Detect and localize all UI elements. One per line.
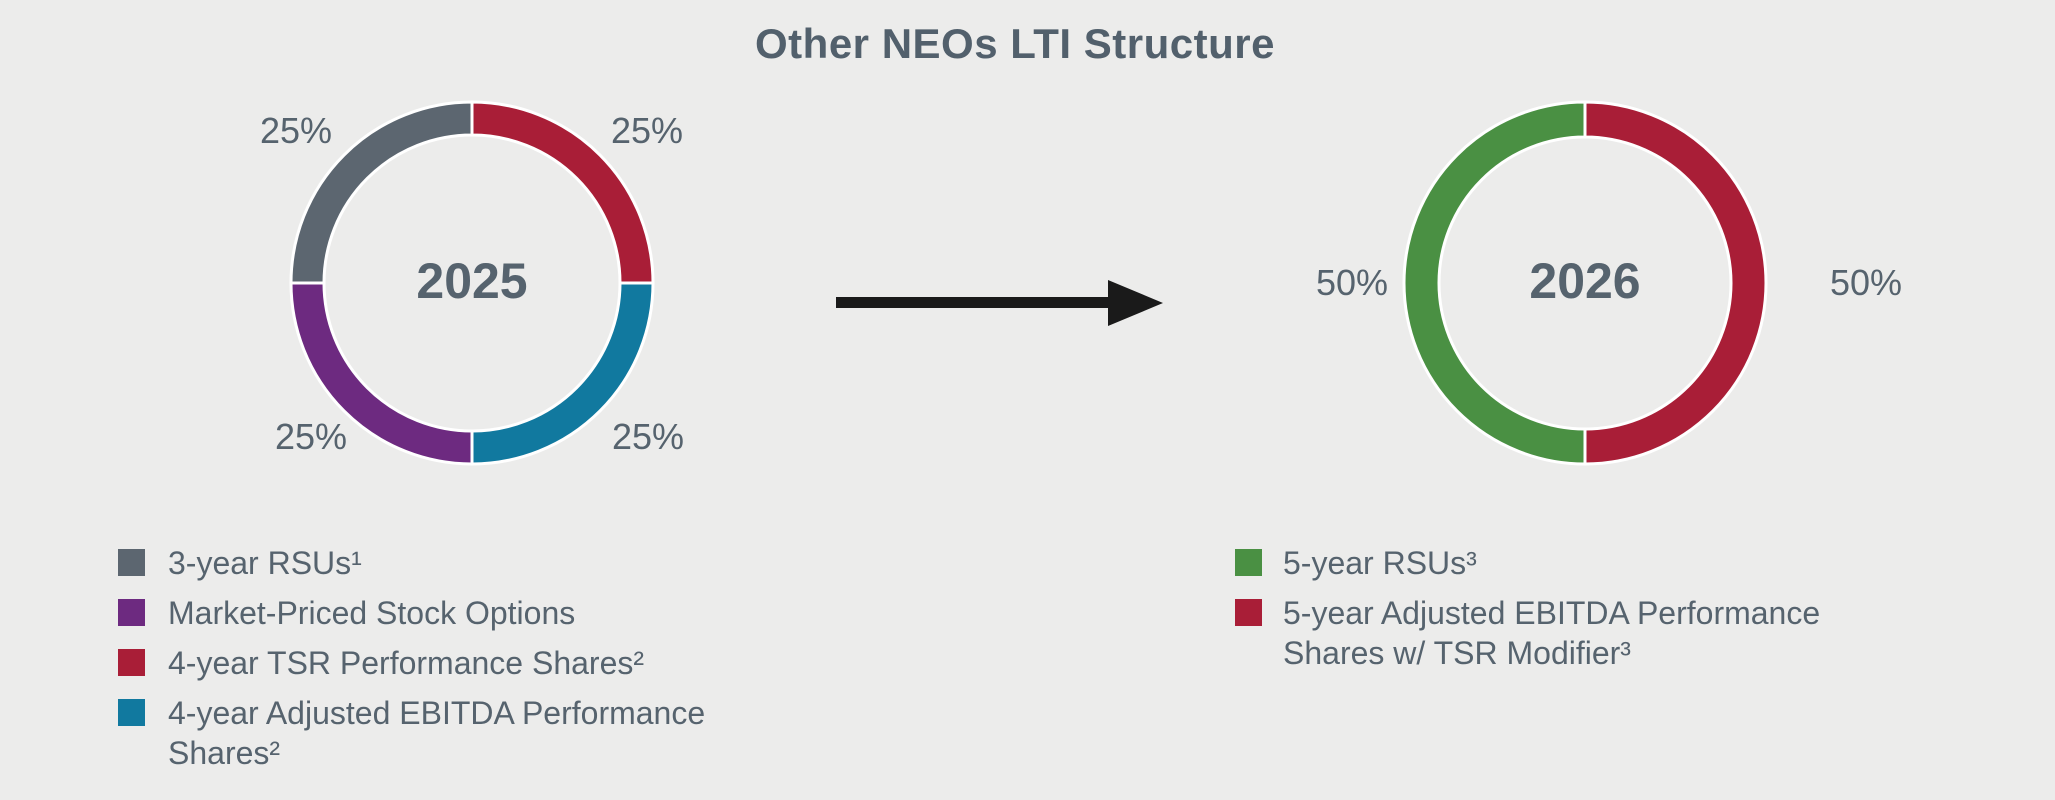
pct-label-2025-teal: 25% [611, 416, 685, 457]
legend-item: 3-year RSUs¹ [118, 543, 758, 583]
legend-item: 5-year Adjusted EBITDA Performance Share… [1235, 593, 1895, 673]
legend-swatch-crimson-icon [1235, 599, 1262, 626]
legend-item: 4-year Adjusted EBITDA Performance Share… [118, 693, 758, 773]
legend-swatch-green-icon [1235, 549, 1262, 576]
legend-swatch-teal-icon [118, 699, 145, 726]
legend-label: Market-Priced Stock Options [168, 595, 576, 631]
pct-label-2025-gray: 25% [259, 110, 333, 151]
donut-segment-crimson [1583, 100, 1768, 466]
legend-label: 4-year Adjusted EBITDA Performance Share… [168, 695, 706, 771]
pct-label-2025-purple: 25% [274, 416, 348, 457]
legend-2026: 5-year RSUs³ 5-year Adjusted EBITDA Perf… [1235, 543, 1895, 683]
donut-chart-2026 [1402, 100, 1768, 466]
donut-segment-green [1402, 100, 1587, 466]
pct-label-2026-green: 50% [1315, 262, 1389, 303]
legend-swatch-purple-icon [118, 599, 145, 626]
donut-2025-year-label: 2025 [416, 253, 528, 309]
donut-chart-2025 [289, 100, 655, 466]
legend-label: 5-year RSUs³ [1283, 545, 1477, 581]
legend-label: 5-year Adjusted EBITDA Performance Share… [1283, 595, 1821, 671]
legend-2025: 3-year RSUs¹ Market-Priced Stock Options… [118, 543, 758, 783]
legend-label: 4-year TSR Performance Shares² [168, 645, 645, 681]
legend-item: 4-year TSR Performance Shares² [118, 643, 758, 683]
donut-segment-gray [289, 100, 474, 285]
legend-swatch-gray-icon [118, 549, 145, 576]
legend-item: Market-Priced Stock Options [118, 593, 758, 633]
legend-swatch-crimson-icon [118, 649, 145, 676]
legend-item: 5-year RSUs³ [1235, 543, 1895, 583]
chart-title: Other NEOs LTI Structure [755, 20, 1275, 67]
pct-label-2025-crimson: 25% [610, 110, 684, 151]
donut-2026-year-label: 2026 [1529, 253, 1641, 309]
right-arrow-icon [836, 280, 1163, 326]
legend-label: 3-year RSUs¹ [168, 545, 362, 581]
pct-label-2026-crimson: 50% [1829, 262, 1903, 303]
